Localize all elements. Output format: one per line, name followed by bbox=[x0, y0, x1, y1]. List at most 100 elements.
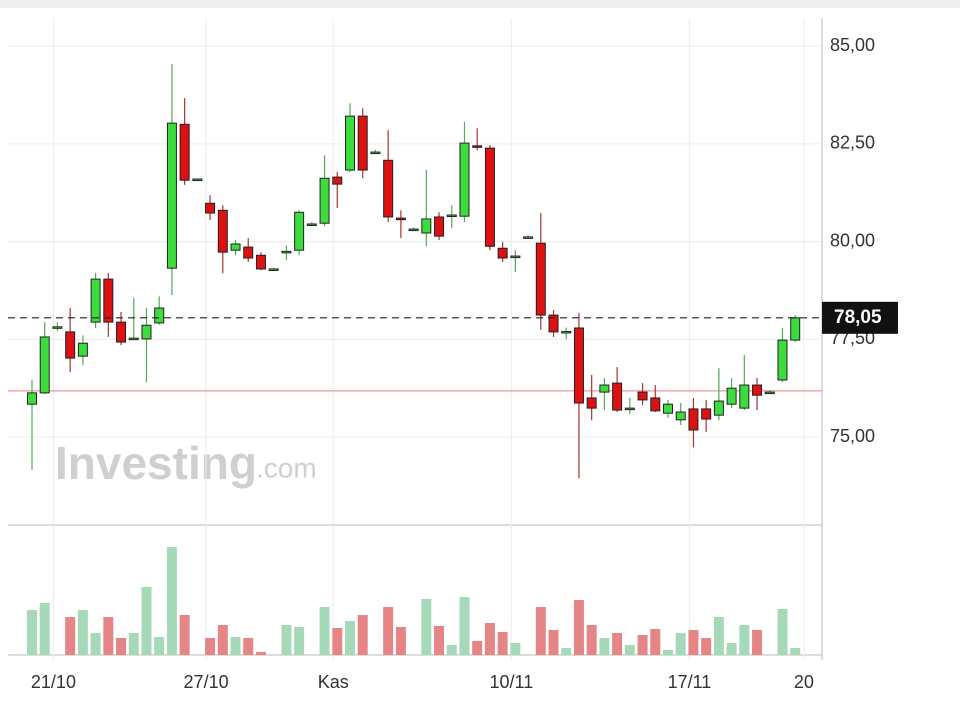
volume-bar bbox=[510, 643, 521, 655]
volume-bar bbox=[446, 645, 457, 655]
candle-body bbox=[205, 202, 216, 214]
volume-bar bbox=[752, 630, 763, 655]
candle-body bbox=[179, 123, 190, 181]
volume-bar bbox=[128, 633, 139, 655]
volume-bar bbox=[573, 600, 584, 655]
volume-bar bbox=[663, 650, 673, 655]
candle-body bbox=[27, 392, 37, 405]
candle-body bbox=[306, 223, 317, 227]
x-tick-label: 10/11 bbox=[490, 672, 534, 692]
candle-body bbox=[52, 326, 63, 329]
candle-body bbox=[434, 216, 445, 237]
candle-body bbox=[739, 384, 750, 409]
candle-body bbox=[446, 214, 457, 218]
candle-body bbox=[154, 307, 165, 324]
volume-bar bbox=[319, 607, 330, 655]
volume-bar bbox=[332, 628, 343, 655]
candle-body bbox=[752, 384, 763, 396]
volume-bar bbox=[535, 607, 546, 655]
candle-body bbox=[103, 278, 114, 323]
volume-bar bbox=[612, 633, 623, 655]
x-tick-label: 21/10 bbox=[31, 672, 76, 692]
candle-body bbox=[650, 397, 661, 412]
volume-bar bbox=[357, 615, 368, 655]
last-price-label: 78,05 bbox=[834, 307, 882, 328]
volume-bar bbox=[77, 610, 88, 655]
volume-bar bbox=[383, 607, 394, 655]
volume-bar bbox=[116, 638, 127, 655]
candle-body bbox=[421, 218, 432, 234]
candle-body bbox=[217, 209, 228, 253]
candle-body bbox=[688, 408, 699, 431]
candle-body bbox=[790, 317, 801, 341]
volume-bar bbox=[294, 627, 305, 655]
volume-bar bbox=[739, 625, 750, 655]
x-tick-label: Kas bbox=[318, 672, 349, 692]
volume-bar bbox=[243, 638, 254, 655]
candle-body bbox=[663, 403, 673, 414]
volume-bar bbox=[650, 629, 661, 655]
x-tick-label: 17/11 bbox=[668, 672, 712, 692]
candle-body bbox=[243, 246, 254, 259]
candle-body bbox=[764, 391, 775, 395]
candle-body bbox=[586, 397, 597, 409]
candle-body bbox=[561, 331, 572, 334]
volume-bar bbox=[166, 547, 177, 655]
volume-bar bbox=[713, 617, 724, 655]
volume-bar bbox=[459, 597, 470, 655]
volume-bar bbox=[345, 621, 355, 655]
candle-body bbox=[548, 314, 559, 333]
candle-body bbox=[395, 217, 406, 221]
volume-bar bbox=[434, 626, 445, 655]
candle-body bbox=[599, 384, 610, 393]
candle-body bbox=[713, 400, 724, 416]
candle-body bbox=[497, 247, 508, 259]
candle-body bbox=[408, 228, 419, 232]
candle-body bbox=[624, 407, 635, 411]
candle-body bbox=[370, 151, 381, 155]
candle-body bbox=[675, 411, 686, 421]
watermark-suffix: .com bbox=[256, 452, 317, 483]
candle-body bbox=[281, 250, 292, 254]
candle-body bbox=[484, 147, 495, 247]
last-price-box bbox=[822, 301, 898, 334]
candle-body bbox=[294, 211, 305, 251]
volume-bar bbox=[230, 637, 241, 655]
volume-bar bbox=[103, 617, 114, 655]
x-tick-label: 20 bbox=[794, 672, 814, 692]
volume-bar bbox=[255, 652, 266, 655]
volume-bar bbox=[472, 641, 483, 655]
watermark-brand: Investing bbox=[55, 437, 257, 489]
candle-body bbox=[472, 145, 483, 148]
volume-bar bbox=[141, 587, 152, 655]
volume-bar bbox=[548, 630, 559, 655]
volume-bar bbox=[395, 627, 406, 655]
x-tick-label: 27/10 bbox=[184, 672, 229, 692]
candle-body bbox=[116, 321, 127, 343]
candle-body bbox=[573, 327, 584, 404]
volume-bar bbox=[65, 617, 76, 655]
candle-body bbox=[777, 339, 788, 381]
candle-body bbox=[612, 382, 623, 411]
candle-body bbox=[166, 122, 177, 269]
candle-body bbox=[726, 387, 737, 405]
volume-bar bbox=[586, 625, 597, 655]
candle-body bbox=[77, 342, 88, 357]
candle-body bbox=[701, 408, 712, 420]
candle-body bbox=[535, 242, 546, 316]
y-tick-label: 80,00 bbox=[830, 230, 875, 250]
volume-bar bbox=[675, 633, 686, 655]
candle-body bbox=[459, 142, 470, 217]
candle-body bbox=[39, 336, 50, 394]
volume-bar bbox=[27, 610, 37, 655]
y-tick-label: 82,50 bbox=[830, 133, 875, 153]
candle-body bbox=[65, 331, 76, 359]
candle-body bbox=[319, 177, 330, 224]
top-shadow bbox=[0, 0, 960, 8]
volume-bar bbox=[637, 635, 648, 655]
candle-body bbox=[141, 324, 152, 340]
candle-body bbox=[345, 115, 355, 171]
volume-bar bbox=[39, 603, 50, 655]
